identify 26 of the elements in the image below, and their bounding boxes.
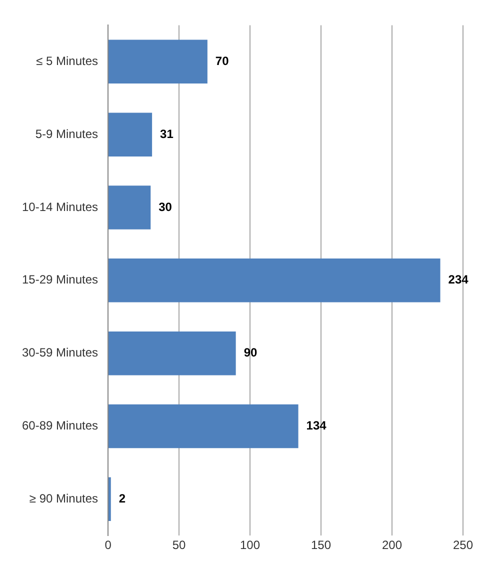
- bar: [108, 186, 151, 230]
- y-tick-label: 15-29 Minutes: [22, 272, 98, 287]
- y-tick-label: ≥ 90 Minutes: [29, 491, 98, 506]
- y-tick-label: 60-89 Minutes: [22, 418, 98, 433]
- bar: [108, 258, 440, 302]
- bar: [108, 112, 152, 156]
- x-tick-label: 50: [172, 538, 186, 552]
- bar: [108, 40, 208, 84]
- x-tick-label: 200: [382, 538, 402, 552]
- bar: [108, 331, 236, 376]
- y-tick-label: 10-14 Minutes: [22, 200, 98, 214]
- data-label: 134: [306, 418, 327, 433]
- bar: [108, 404, 298, 448]
- data-label: 31: [160, 126, 174, 141]
- data-label: 90: [244, 346, 258, 360]
- y-tick-label: ≤ 5 Minutes: [36, 54, 98, 68]
- y-tick-label: 5-9 Minutes: [35, 126, 98, 141]
- data-label: 70: [215, 54, 230, 68]
- x-tick-label: 100: [240, 538, 260, 552]
- x-tick-label: 250: [452, 538, 474, 552]
- x-tick-label: 150: [311, 538, 332, 552]
- y-tick-label: 30-59 Minutes: [22, 346, 98, 360]
- data-label: 2: [118, 491, 126, 506]
- data-label: 234: [448, 272, 469, 287]
- data-label: 30: [158, 200, 172, 214]
- x-tick-label: 0: [104, 538, 112, 552]
